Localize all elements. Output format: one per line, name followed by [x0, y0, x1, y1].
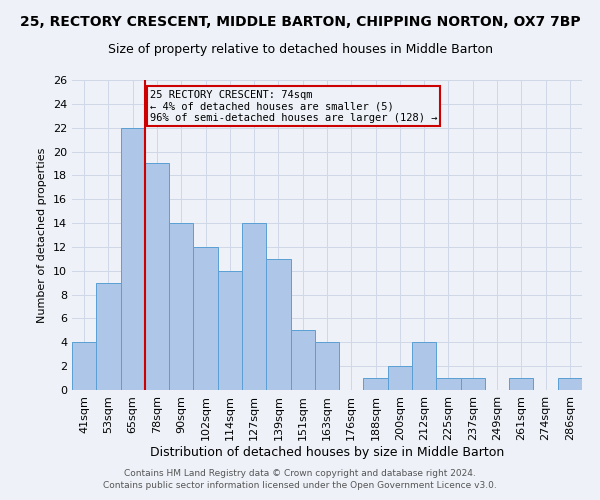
- Bar: [558, 378, 582, 390]
- Bar: [290, 330, 315, 390]
- Bar: [315, 342, 339, 390]
- Bar: [96, 282, 121, 390]
- Text: Contains public sector information licensed under the Open Government Licence v3: Contains public sector information licen…: [103, 481, 497, 490]
- Y-axis label: Number of detached properties: Number of detached properties: [37, 148, 47, 322]
- Bar: [218, 271, 242, 390]
- Bar: [145, 164, 169, 390]
- Text: 25 RECTORY CRESCENT: 74sqm
← 4% of detached houses are smaller (5)
96% of semi-d: 25 RECTORY CRESCENT: 74sqm ← 4% of detac…: [150, 90, 437, 122]
- Bar: [509, 378, 533, 390]
- Bar: [121, 128, 145, 390]
- Bar: [193, 247, 218, 390]
- Bar: [412, 342, 436, 390]
- Bar: [436, 378, 461, 390]
- X-axis label: Distribution of detached houses by size in Middle Barton: Distribution of detached houses by size …: [150, 446, 504, 458]
- Text: Contains HM Land Registry data © Crown copyright and database right 2024.: Contains HM Land Registry data © Crown c…: [124, 468, 476, 477]
- Bar: [242, 223, 266, 390]
- Text: 25, RECTORY CRESCENT, MIDDLE BARTON, CHIPPING NORTON, OX7 7BP: 25, RECTORY CRESCENT, MIDDLE BARTON, CHI…: [20, 15, 580, 29]
- Text: Size of property relative to detached houses in Middle Barton: Size of property relative to detached ho…: [107, 42, 493, 56]
- Bar: [266, 259, 290, 390]
- Bar: [461, 378, 485, 390]
- Bar: [72, 342, 96, 390]
- Bar: [388, 366, 412, 390]
- Bar: [364, 378, 388, 390]
- Bar: [169, 223, 193, 390]
